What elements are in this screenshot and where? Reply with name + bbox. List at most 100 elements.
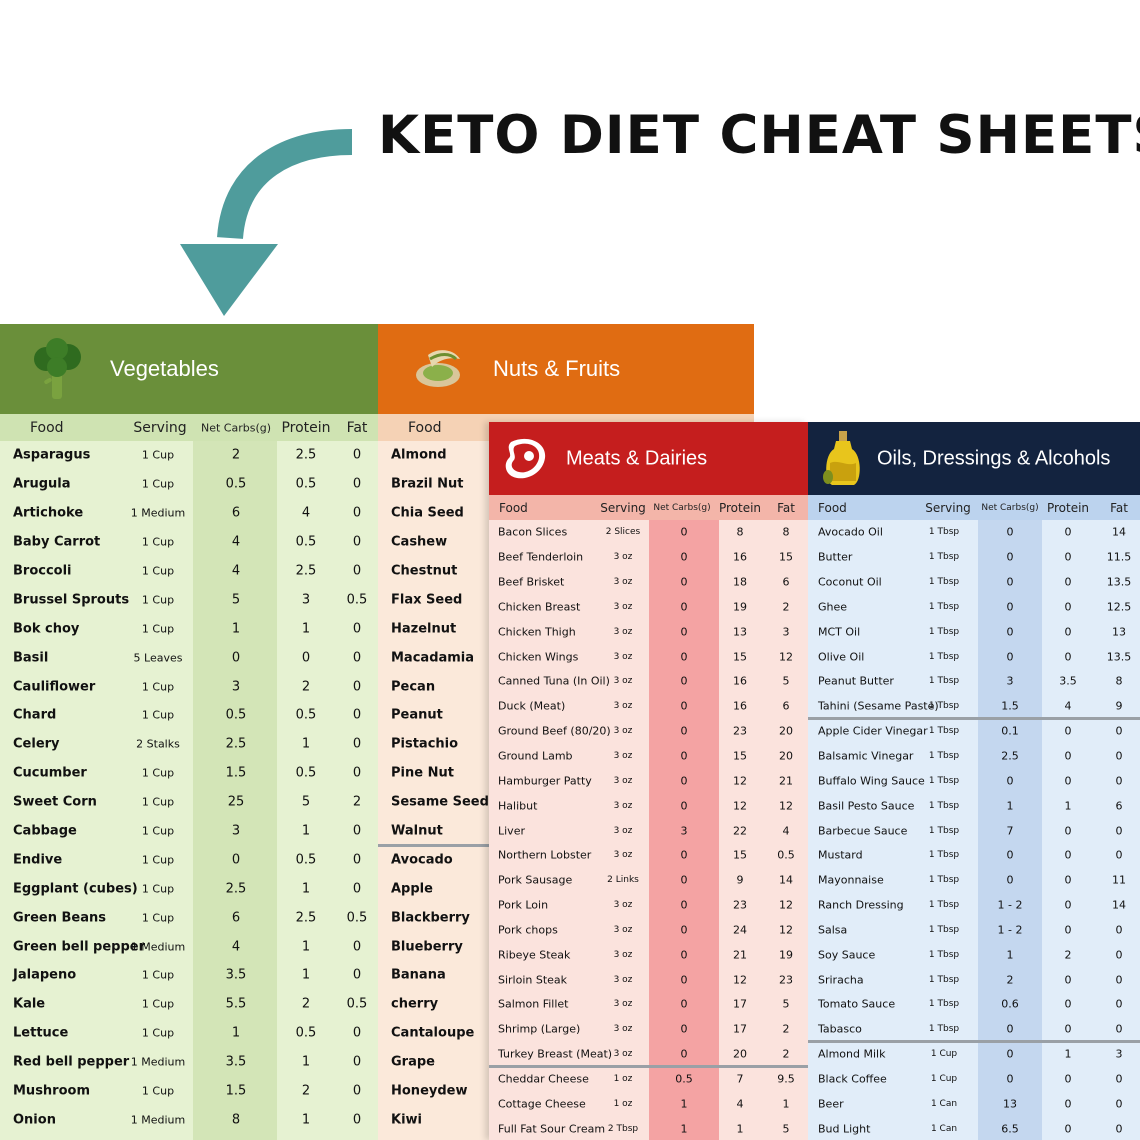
cell-net-carbs: 0 — [680, 973, 688, 987]
cell-protein: 0 — [1064, 1022, 1072, 1036]
cell-net-carbs: 3 — [1006, 674, 1014, 688]
cell-food: Soy Sauce — [818, 948, 876, 962]
cell-fat: 0 — [352, 939, 362, 955]
cell-serving: 3 oz — [613, 701, 633, 712]
cell-food: Beer — [818, 1097, 844, 1111]
cell-fat: 0 — [352, 765, 362, 781]
cell-fat: 0 — [352, 707, 362, 723]
cell-food: Brussel Sprouts — [13, 592, 130, 608]
cell-serving: 1 Cup — [141, 997, 175, 1011]
cell-net-carbs: 0 — [1006, 774, 1014, 788]
cell-protein: 2.5 — [295, 447, 317, 463]
table-row: Avocado Oil 1 Tbsp 0 0 14 — [808, 520, 1140, 545]
cell-net-carbs: 0 — [231, 650, 241, 666]
cell-protein: 0.5 — [295, 852, 317, 868]
cell-fat: 8 — [782, 525, 790, 539]
table-row: Kale 1 Cup 5.5 2 0.5 — [0, 990, 378, 1019]
cell-serving: 3 oz — [613, 825, 633, 836]
cell-fat: 3 — [782, 625, 790, 639]
cell-protein: 12 — [733, 774, 747, 788]
cell-food: Turkey Breast (Meat) — [498, 1047, 613, 1061]
cell-food: Celery — [13, 736, 60, 752]
nuts-fruits-header: Nuts & Fruits — [378, 324, 754, 414]
table-row: Mayonnaise 1 Tbsp 0 0 11 — [808, 868, 1140, 893]
cell-protein: 0 — [1064, 1072, 1072, 1086]
cell-food: Full Fat Sour Cream — [498, 1122, 606, 1136]
cell-food: Pecan — [391, 679, 436, 695]
table-row: Cantaloupe — [378, 1019, 754, 1048]
cell-food: Balsamic Vinegar — [818, 749, 914, 763]
cell-food: Bud Light — [818, 1122, 871, 1136]
cell-protein: 1 — [301, 1054, 311, 1070]
column-header-protein: Protein — [1046, 500, 1090, 515]
table-row: Tomato Sauce 1 Tbsp 0.6 0 0 — [808, 992, 1140, 1017]
cell-serving: 1 Tbsp — [928, 900, 960, 911]
cell-fat: 3 — [1115, 1047, 1123, 1061]
cell-serving: 1 Cup — [141, 882, 175, 896]
cell-protein: 15 — [733, 848, 747, 862]
page-title: KETO DIET CHEAT SHEETS — [378, 105, 1140, 166]
cell-serving: 3 oz — [613, 999, 633, 1010]
cell-fat: 5 — [782, 674, 790, 688]
cell-fat: 2 — [782, 600, 790, 614]
cell-net-carbs: 1.5 — [225, 1083, 247, 1099]
cell-serving: 1 Tbsp — [928, 577, 960, 588]
cell-serving: 1 Can — [930, 1098, 958, 1109]
cell-fat: 4 — [782, 824, 790, 838]
cell-serving: 1 Medium — [130, 940, 186, 954]
cell-net-carbs: 1 — [680, 1122, 688, 1136]
table-row: Peanut — [378, 701, 754, 730]
column-header-serving: Serving — [925, 500, 971, 515]
cell-food: Halibut — [498, 799, 538, 813]
table-row: Turkey Breast (Meat) 3 oz 0 20 2 — [489, 1042, 808, 1067]
cell-fat: 0 — [1115, 724, 1123, 738]
cell-food: Avocado — [391, 852, 453, 868]
cell-food: Northern Lobster — [498, 848, 592, 862]
table-row: Canned Tuna (In Oil) 3 oz 0 16 5 — [489, 669, 808, 694]
cell-food: Pork Sausage — [498, 873, 573, 887]
column-header-fat: Fat — [1110, 500, 1128, 515]
cell-food: Ribeye Steak — [498, 948, 571, 962]
table-row: Cucumber 1 Cup 1.5 0.5 0 — [0, 759, 378, 788]
cell-food: Apple — [391, 881, 433, 897]
cell-protein: 1 — [301, 823, 311, 839]
cell-food: Liver — [498, 824, 525, 838]
table-row: Blackberry — [378, 903, 754, 932]
table-row: Apple Cider Vinegar 1 Tbsp 0.1 0 0 — [808, 719, 1140, 744]
cell-protein: 2.5 — [295, 910, 317, 926]
cell-serving: 1 Tbsp — [928, 949, 960, 960]
cell-protein: 0 — [1064, 997, 1072, 1011]
table-row: Almond — [378, 441, 754, 470]
cell-fat: 0 — [352, 563, 362, 579]
cell-serving: 1 oz — [613, 1073, 633, 1084]
cell-protein: 2 — [301, 679, 311, 695]
cell-food: cherry — [391, 996, 439, 1012]
cell-serving: 1 Cup — [141, 477, 175, 491]
cell-fat: 6 — [782, 575, 790, 589]
cell-net-carbs: 6 — [231, 505, 241, 521]
cell-food: Ghee — [818, 600, 848, 614]
cell-food: Pork Loin — [498, 898, 549, 912]
cell-food: Butter — [818, 550, 853, 564]
cell-serving: 3 oz — [613, 900, 633, 911]
table-row: Baby Carrot 1 Cup 4 0.5 0 — [0, 528, 378, 557]
table-row: Eggplant (cubes) 1 Cup 2.5 1 0 — [0, 874, 378, 903]
oils-column-header: Food Serving Net Carbs(g) Protein Fat — [808, 495, 1140, 520]
cell-serving: 1 Tbsp — [928, 800, 960, 811]
cell-food: Almond — [391, 447, 447, 463]
cell-protein: 0.5 — [295, 1025, 317, 1041]
cell-net-carbs: 0 — [1006, 1047, 1014, 1061]
nuts-fruits-title: Nuts & Fruits — [493, 356, 621, 381]
cell-protein: 0 — [1064, 848, 1072, 862]
cell-food: Cashew — [391, 534, 448, 550]
cell-food: MCT Oil — [818, 625, 861, 639]
cell-net-carbs: 0.5 — [675, 1072, 693, 1086]
cell-fat: 0 — [1115, 1097, 1123, 1111]
table-row: Pork Sausage 2 Links 0 9 14 — [489, 868, 808, 893]
table-row: Sweet Corn 1 Cup 25 5 2 — [0, 788, 378, 817]
cell-food: Pistachio — [391, 736, 459, 752]
cell-serving: 1 Tbsp — [928, 626, 960, 637]
cell-fat: 0.5 — [346, 996, 368, 1012]
table-row: Balsamic Vinegar 1 Tbsp 2.5 0 0 — [808, 744, 1140, 769]
cell-net-carbs: 4 — [231, 534, 241, 550]
